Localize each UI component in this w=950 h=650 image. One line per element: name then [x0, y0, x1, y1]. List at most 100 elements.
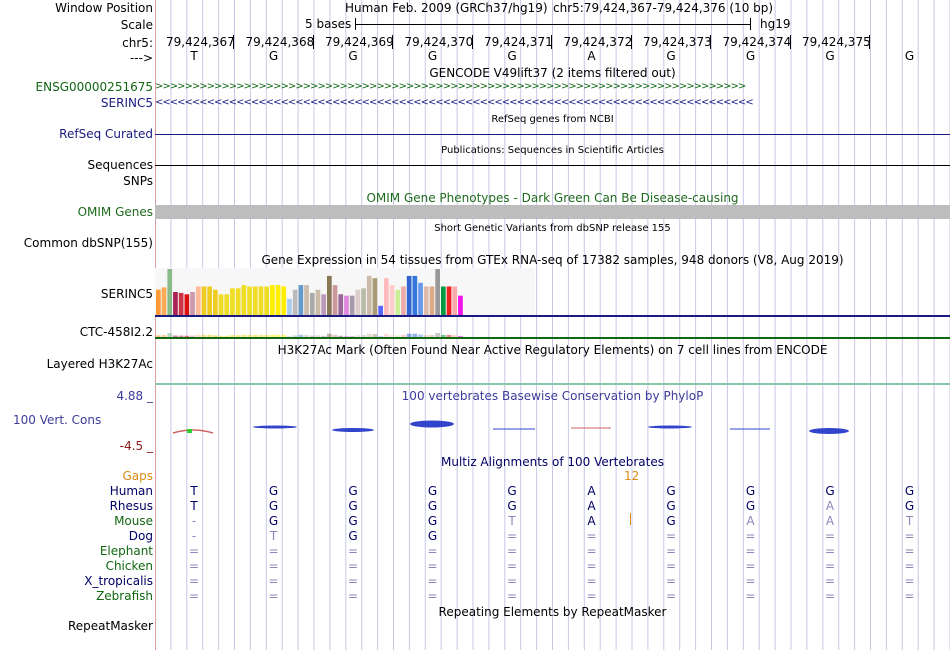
- track-label-ensg[interactable]: ENSG00000251675: [35, 80, 153, 94]
- gtex-ctc-tissue-bar: [309, 335, 315, 338]
- gtex-ctc-tissue-bar: [173, 335, 178, 338]
- alignment-base: -: [191, 529, 197, 543]
- gtex-tissue-bar: [401, 286, 406, 315]
- gtex-tissue-bar: [207, 286, 212, 315]
- refseq-gene-line[interactable]: [155, 134, 950, 135]
- gtex-ctc-tissue-bar: [264, 334, 269, 338]
- species-label[interactable]: Zebrafish: [96, 589, 153, 603]
- reference-base: G: [507, 49, 517, 63]
- gtex-ctc-tissue-bar: [395, 335, 401, 338]
- gtex-bar-graph[interactable]: [155, 268, 950, 340]
- alignment-base: =: [268, 559, 279, 573]
- phylop-graph[interactable]: [155, 418, 950, 448]
- gtex-tissue-bar: [178, 292, 184, 315]
- position-text: chr5:79,424,367-79,424,376 (10 bp): [553, 1, 774, 15]
- track-label-gtex-serinc5[interactable]: SERINC5: [100, 287, 153, 301]
- alignment-base: =: [188, 544, 200, 558]
- gtex-ctc-tissue-bar: [281, 334, 287, 338]
- alignment-base: =: [506, 574, 518, 588]
- species-label[interactable]: Dog: [128, 529, 153, 543]
- gtex-tissue-bar: [258, 286, 264, 315]
- gtex-tissue-bar: [230, 288, 235, 315]
- multiz-gap-count[interactable]: 12: [624, 469, 640, 483]
- gtex-tissue-bar: [361, 288, 366, 315]
- alignment-base: G: [268, 499, 279, 513]
- gtex-ctc-tissue-bar: [452, 334, 458, 338]
- track-label-repeatmasker[interactable]: RepeatMasker: [67, 619, 153, 633]
- track-label-omim[interactable]: OMIM Genes: [77, 205, 153, 219]
- gtex-tissue-bar: [429, 286, 435, 315]
- alignment-base: T: [905, 514, 914, 528]
- publications-line[interactable]: [155, 165, 950, 166]
- alignment-base: A: [825, 499, 835, 513]
- gtex-tissue-bar: [224, 294, 230, 315]
- alignment-base: G: [427, 529, 438, 543]
- gene-serinc5-arrows[interactable]: <<<<<<<<<<<<<<<<<<<<<<<<<<<<<<<<<<<<<<<<…: [155, 97, 754, 108]
- track-label-phylop[interactable]: 100 Vert. Cons: [13, 413, 102, 427]
- alignment-base: =: [506, 529, 518, 543]
- gtex-ctc-tissue-bar: [235, 335, 241, 338]
- refseq-track-title: RefSeq genes from NCBI: [491, 114, 614, 125]
- species-label[interactable]: Elephant: [99, 544, 153, 558]
- alignment-base: =: [268, 574, 279, 588]
- species-label[interactable]: Human: [109, 484, 153, 498]
- gtex-tissue-bar: [315, 289, 321, 315]
- gtex-ctc-tissue-bar: [275, 334, 281, 338]
- gtex-tissue-bar: [395, 289, 401, 315]
- alignment-base: =: [665, 544, 677, 558]
- alignment-base: =: [586, 529, 597, 543]
- alignment-base: =: [188, 574, 200, 588]
- species-label[interactable]: Mouse: [114, 514, 153, 528]
- chrom-label: chr5:: [122, 36, 153, 50]
- strand-label: --->: [129, 51, 153, 65]
- track-label-snps[interactable]: SNPs: [123, 174, 153, 188]
- scale-label: Scale: [120, 18, 153, 32]
- alignment-base: =: [904, 529, 915, 543]
- track-label-serinc5-gene[interactable]: SERINC5: [100, 96, 153, 110]
- reference-base: G: [348, 49, 358, 63]
- alignment-base: =: [745, 529, 756, 543]
- alignment-base: G: [904, 499, 915, 513]
- alignment-base: =: [904, 574, 915, 588]
- gtex-tissue-bar: [384, 278, 389, 315]
- gtex-tissue-bar: [327, 275, 332, 315]
- alignment-base: A: [587, 499, 596, 513]
- track-label-gaps[interactable]: Gaps: [122, 469, 153, 483]
- alignment-base: =: [188, 559, 200, 573]
- alignment-base: G: [745, 499, 756, 513]
- coordinate-tick: 79,424,374: [722, 35, 792, 49]
- gtex-ctc-tissue-bar: [441, 334, 446, 338]
- alignment-base: G: [666, 514, 676, 528]
- gtex-tissue-bar: [441, 286, 446, 315]
- h3k27ac-track-title: H3K27Ac Mark (Often Found Near Active Re…: [277, 343, 828, 357]
- species-label[interactable]: Rhesus: [109, 499, 153, 513]
- alignment-base: G: [904, 484, 915, 498]
- alignment-base: G: [507, 499, 517, 513]
- coordinate-tick: 79,424,373: [643, 35, 712, 49]
- gtex-track-title: Gene Expression in 54 tissues from GTEx …: [261, 253, 844, 267]
- species-label[interactable]: X_tropicalis: [84, 574, 153, 588]
- alignment-base: =: [268, 589, 279, 603]
- gtex-tissue-bar: [332, 285, 338, 315]
- gtex-tissue-bar: [287, 298, 292, 315]
- gtex-ctc-tissue-bar: [344, 335, 349, 338]
- track-label-gtex-ctc[interactable]: CTC-458I2.2: [79, 325, 153, 339]
- gtex-ctc-tissue-bar: [458, 335, 463, 338]
- track-label-sequences[interactable]: Sequences: [87, 158, 153, 172]
- track-label-h3k27ac[interactable]: Layered H3K27Ac: [46, 357, 153, 371]
- gtex-ctc-tissue-bar: [218, 335, 224, 338]
- gtex-ctc-tissue-bar: [384, 334, 389, 338]
- track-label-dbsnp[interactable]: Common dbSNP(155): [23, 236, 153, 250]
- gtex-tissue-bar: [349, 295, 355, 315]
- h3k27ac-signal[interactable]: [155, 383, 950, 385]
- multiz-track-title: Multiz Alignments of 100 Vertebrates: [440, 455, 665, 469]
- alignment-base: A: [825, 514, 835, 528]
- gtex-tissue-bar: [184, 294, 190, 315]
- track-display-area[interactable]: Human Feb. 2009 (GRCh37/hg19) chr5:79,42…: [155, 0, 950, 650]
- gene-ensg-arrows[interactable]: >>>>>>>>>>>>>>>>>>>>>>>>>>>>>>>>>>>>>>>>…: [155, 81, 746, 92]
- track-label-refseq[interactable]: RefSeq Curated: [59, 127, 153, 141]
- omim-gene-bar[interactable]: [155, 205, 950, 219]
- species-label[interactable]: Chicken: [105, 559, 153, 573]
- scale-db-text: hg19: [760, 17, 791, 31]
